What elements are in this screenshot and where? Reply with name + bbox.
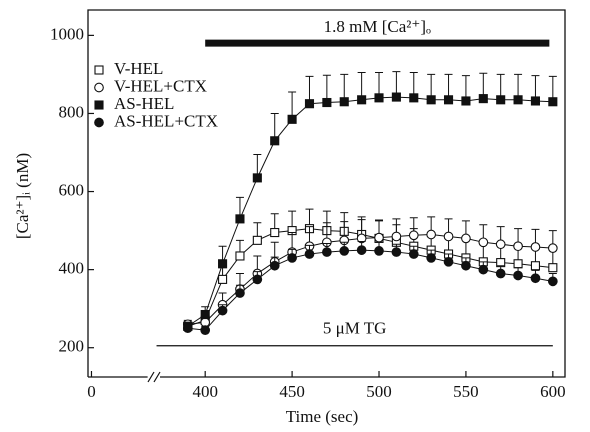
y-tick-label: 800	[59, 102, 85, 121]
data-point	[269, 260, 280, 271]
legend-label: V-HEL+CTX	[114, 76, 207, 95]
legend-marker	[94, 65, 104, 75]
x-tick-label: 550	[453, 382, 479, 401]
data-point	[391, 247, 402, 257]
data-point	[391, 231, 402, 242]
data-point	[356, 245, 367, 255]
data-point	[530, 261, 541, 271]
annotation-label: 1.8 mM [Ca²⁺]ₒ	[324, 17, 431, 36]
data-point	[200, 325, 211, 335]
data-point	[547, 243, 558, 254]
data-point	[339, 97, 349, 107]
data-point	[426, 253, 437, 263]
data-point	[443, 231, 454, 242]
legend-label: AS-HEL+CTX	[114, 111, 218, 130]
frame	[87, 9, 566, 378]
annotation-label: 5 μM TG	[323, 319, 387, 338]
legend-marker	[94, 82, 104, 93]
data-point	[287, 114, 297, 124]
legend-label: V-HEL	[114, 59, 163, 78]
error-bar	[340, 73, 349, 102]
data-point	[513, 259, 523, 269]
data-point	[218, 259, 228, 269]
data-point	[530, 242, 541, 252]
data-point	[252, 235, 262, 245]
error-bar	[357, 71, 366, 100]
data-point	[270, 136, 280, 146]
data-point	[478, 237, 489, 248]
data-point	[270, 227, 280, 238]
data-point	[443, 95, 454, 105]
error-bar	[270, 112, 279, 141]
data-point	[547, 276, 558, 287]
data-point	[426, 229, 437, 240]
data-point	[548, 97, 558, 107]
error-bar	[322, 74, 331, 103]
x-tick-label: 0	[87, 382, 96, 401]
series-line	[187, 228, 553, 327]
data-point	[357, 95, 367, 105]
series-line	[187, 96, 553, 327]
y-tick-label: 600	[59, 180, 85, 199]
data-point	[252, 173, 262, 183]
data-point	[339, 246, 350, 256]
series-line	[187, 249, 553, 331]
data-point	[304, 249, 315, 259]
data-point	[443, 256, 454, 267]
data-point	[200, 309, 210, 320]
data-point	[322, 97, 332, 108]
y-tick-label: 400	[59, 259, 85, 278]
data-point	[374, 232, 384, 243]
data-point	[478, 264, 489, 275]
data-point	[304, 99, 315, 109]
y-axis-label: [Ca²⁺]ᵢ (nM)	[13, 153, 32, 239]
data-point	[548, 263, 558, 273]
data-point	[235, 251, 245, 261]
data-point	[322, 247, 332, 257]
error-bar	[288, 91, 297, 120]
x-tick-label: 500	[366, 382, 392, 401]
data-point	[530, 96, 541, 106]
data-point	[409, 93, 419, 103]
y-tick-label: 1000	[50, 24, 84, 43]
data-point	[513, 241, 523, 252]
data-point	[513, 270, 523, 281]
data-point	[217, 305, 228, 316]
data-point	[496, 95, 506, 105]
data-point	[218, 274, 228, 284]
data-point	[235, 288, 245, 298]
data-point	[495, 239, 506, 250]
axis-break	[147, 371, 161, 383]
data-point	[495, 268, 506, 279]
data-point	[235, 214, 245, 224]
data-point	[530, 273, 541, 284]
legend-marker	[94, 117, 104, 128]
data-point	[513, 95, 523, 105]
legend-label: AS-HEL	[114, 94, 174, 113]
data-point	[374, 93, 384, 103]
data-point	[408, 249, 419, 259]
data-point	[461, 260, 471, 271]
x-tick-label: 600	[540, 382, 566, 401]
data-point	[461, 96, 471, 106]
data-point	[391, 92, 401, 102]
data-point	[426, 95, 436, 105]
legend-marker	[94, 100, 104, 110]
data-point	[374, 246, 384, 256]
data-point	[287, 253, 297, 263]
x-tick-label: 400	[192, 382, 218, 401]
data-point	[182, 323, 193, 334]
data-point	[461, 233, 471, 244]
x-tick-label: 450	[279, 382, 305, 401]
y-tick-label: 200	[59, 337, 85, 356]
series-line	[187, 233, 553, 325]
data-point	[478, 94, 488, 104]
error-bar	[305, 75, 314, 104]
data-point	[408, 230, 419, 241]
data-point	[252, 274, 263, 285]
x-axis-label: Time (sec)	[286, 407, 359, 426]
